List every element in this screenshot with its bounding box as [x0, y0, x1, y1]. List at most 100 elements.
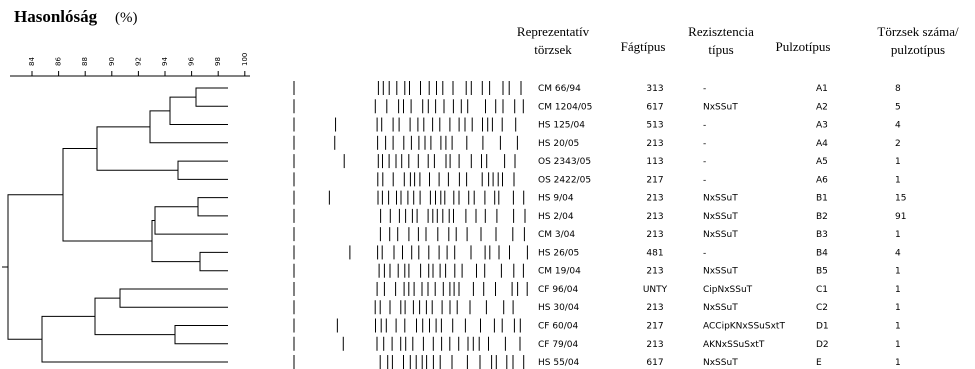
strain-count: 1 [895, 358, 901, 368]
strain-count: 1 [895, 303, 901, 313]
column-header: típus [708, 42, 733, 57]
branch [196, 88, 228, 106]
branch [198, 198, 228, 216]
pulse-type: A3 [816, 121, 828, 131]
resistance: NxSSuT [703, 102, 738, 112]
strain: HS 9/04 [538, 194, 574, 204]
column-header: Fágtípus [621, 39, 666, 54]
strain-count: 15 [895, 194, 906, 204]
branch [170, 97, 228, 124]
scale-label: 96 [188, 57, 196, 66]
branch [42, 316, 228, 362]
pulse-type: A4 [816, 139, 828, 149]
strain-count: 1 [895, 340, 901, 350]
resistance: NxSSuT [703, 194, 738, 204]
pulse-type: C1 [816, 285, 828, 295]
phage-type: 113 [646, 157, 663, 167]
pulse-type: B1 [816, 194, 828, 204]
scale-label: 92 [134, 57, 142, 66]
strain-count: 5 [895, 102, 901, 112]
phage-type: 313 [646, 84, 663, 94]
strain: CF 60/04 [538, 322, 579, 332]
page: {"title": "Hasonlóság", "title_unit": "(… [0, 0, 975, 369]
branch [97, 127, 178, 170]
phage-type: 481 [646, 248, 663, 258]
phage-type: 617 [646, 358, 663, 368]
strain-count: 1 [895, 267, 901, 277]
strain: HS 125/04 [538, 121, 585, 131]
phage-type: 513 [646, 121, 663, 131]
phage-type: 213 [646, 230, 663, 240]
scale-label: 88 [81, 57, 89, 66]
strain: CM 19/04 [538, 267, 581, 277]
strain-count: 8 [895, 84, 901, 94]
strain: CF 79/04 [538, 340, 579, 350]
branch [8, 195, 63, 339]
strain: HS 30/04 [538, 303, 580, 313]
resistance: - [703, 157, 706, 167]
column-header: Rezisztencia [688, 24, 754, 39]
pulse-type: D1 [816, 322, 829, 332]
branch [150, 111, 228, 143]
pulse-type: C2 [816, 303, 828, 313]
phage-type: 213 [646, 303, 663, 313]
phage-type: 217 [646, 175, 663, 185]
resistance: NxSSuT [703, 230, 738, 240]
scale-label: 84 [28, 57, 36, 66]
pulse-type: B3 [816, 230, 828, 240]
strain-count: 1 [895, 175, 901, 185]
resistance: - [703, 175, 706, 185]
phage-type: 213 [646, 340, 663, 350]
column-header: Pulzotípus [776, 39, 831, 54]
column-header: törzsek [534, 42, 572, 57]
pulse-type: A5 [816, 157, 828, 167]
strain: CM 1204/05 [538, 102, 592, 112]
resistance: - [703, 139, 706, 149]
resistance: CipNxSSuT [703, 285, 753, 295]
branch [178, 161, 228, 179]
phage-type: 617 [646, 102, 663, 112]
branch [155, 207, 228, 234]
resistance: ACCipKNxSSuSxtT [703, 322, 785, 332]
strain-count: 1 [895, 157, 901, 167]
scale-label: 90 [108, 57, 116, 66]
scale-label: 86 [55, 57, 63, 66]
phage-type: 213 [646, 267, 663, 277]
pulse-type: A1 [816, 84, 828, 94]
resistance: NxSSuT [703, 212, 738, 222]
resistance: AKNxSSuSxtT [703, 340, 765, 350]
pulse-type: B4 [816, 248, 828, 258]
title: Hasonlóság [14, 7, 98, 26]
pulse-type: D2 [816, 340, 829, 350]
resistance: NxSSuT [703, 303, 738, 313]
branch [95, 298, 175, 335]
scale-label: 100 [241, 53, 249, 66]
phage-type: 213 [646, 139, 663, 149]
strain: OS 2422/05 [538, 175, 591, 185]
phage-type: 217 [646, 322, 663, 332]
gel-bands [294, 81, 527, 369]
resistance: NxSSuT [703, 267, 738, 277]
strain-count: 1 [895, 285, 901, 295]
figure: Hasonlóság (%) 8486889092949698100Reprez… [0, 0, 975, 369]
strain: HS 2/04 [538, 212, 574, 222]
phage-type: 213 [646, 194, 663, 204]
branch [200, 252, 228, 270]
strain-count: 91 [895, 212, 906, 222]
resistance: - [703, 248, 706, 258]
strain: CM 3/04 [538, 230, 575, 240]
strain: HS 55/04 [538, 358, 580, 368]
strain-count: 2 [895, 139, 901, 149]
dendrogram [2, 88, 228, 362]
strain-count: 4 [895, 248, 901, 258]
title-unit: (%) [115, 10, 138, 26]
scale-label: 94 [161, 57, 169, 66]
pulse-type: A2 [816, 102, 828, 112]
column-header: Törzsek száma/ [877, 24, 959, 39]
strain-count: 1 [895, 230, 901, 240]
strain-count: 1 [895, 322, 901, 332]
column-header: pulzotípus [891, 42, 945, 57]
pulse-type: E [816, 358, 822, 368]
strain: CF 96/04 [538, 285, 579, 295]
phage-type: 213 [646, 212, 663, 222]
